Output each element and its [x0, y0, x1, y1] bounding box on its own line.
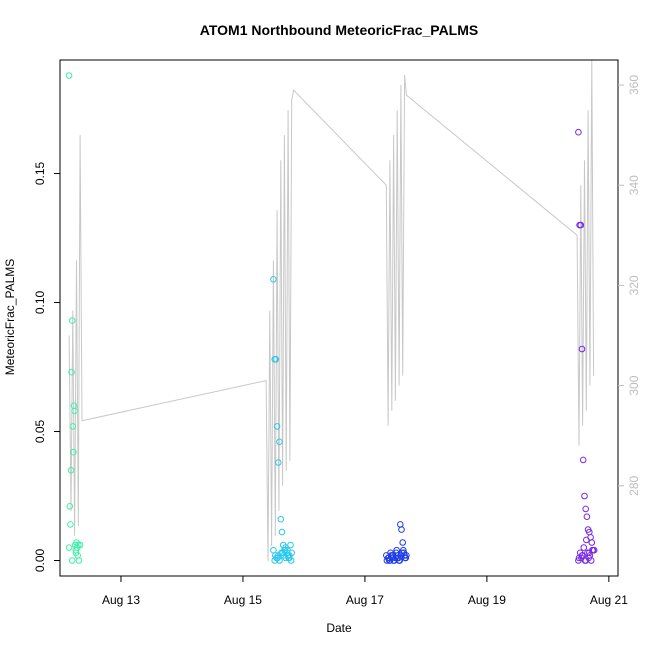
data-point-series-2 — [281, 546, 289, 554]
y-tick-label: 0.00 — [33, 548, 47, 572]
data-point-series-1 — [75, 541, 82, 549]
data-point-series-3 — [386, 557, 394, 564]
data-point-series-2 — [276, 438, 283, 446]
right-y-axis: 280 300 320 340 360 — [618, 75, 641, 496]
x-tick-label: Aug 13 — [102, 593, 140, 607]
right-y-tick-label: 360 — [627, 75, 641, 95]
data-point-series-2 — [278, 528, 286, 536]
right-y-tick-label: 280 — [627, 475, 641, 495]
data-point-series-1 — [65, 544, 73, 551]
right-y-tick-label: 340 — [627, 175, 641, 195]
data-point-series-2 — [270, 276, 277, 283]
y-tick-label: 0.15 — [33, 161, 47, 185]
data-point-series-4 — [578, 552, 586, 559]
data-point-series-1 — [76, 541, 84, 549]
data-point-series-1 — [68, 368, 75, 376]
data-point-series-4 — [583, 513, 591, 521]
data-point-series-1 — [66, 503, 74, 510]
data-point-series-2 — [287, 541, 294, 549]
data-point-series-2 — [275, 552, 282, 559]
data-point-series-4 — [586, 549, 593, 557]
data-point-series-1 — [70, 448, 77, 456]
data-point-series-3 — [397, 521, 404, 528]
data-point-series-3 — [396, 557, 404, 564]
y-axis: 0.00 0.05 0.10 0.15 — [33, 161, 60, 572]
data-point-series-4 — [583, 536, 590, 544]
right-axis-line-layer — [68, 59, 595, 562]
data-point-series-2 — [272, 356, 280, 363]
data-point-series-4 — [575, 128, 582, 136]
data-point-series-3 — [399, 539, 407, 546]
data-point-series-3 — [398, 526, 405, 533]
data-point-series-2 — [271, 557, 279, 564]
data-point-series-3 — [401, 552, 408, 559]
data-point-series-4 — [582, 505, 590, 513]
data-point-series-4 — [588, 539, 596, 546]
data-point-series-4 — [590, 546, 598, 554]
data-point-series-4 — [582, 557, 590, 564]
right-y-tick-label: 300 — [627, 375, 641, 395]
data-point-series-1 — [72, 549, 80, 557]
x-tick-label: Aug 15 — [224, 593, 262, 607]
x-tick-label: Aug 17 — [346, 593, 384, 607]
data-point-series-2 — [285, 554, 293, 562]
data-point-series-1 — [75, 557, 83, 564]
data-point-series-2 — [277, 515, 285, 523]
x-tick-label: Aug 19 — [468, 593, 506, 607]
data-point-series-4 — [580, 544, 588, 551]
x-tick-label: Aug 21 — [590, 593, 628, 607]
plot-frame — [59, 59, 619, 577]
data-point-series-1 — [65, 72, 73, 79]
y-tick-label: 0.05 — [33, 419, 47, 443]
x-axis-label: Date — [326, 621, 352, 635]
data-point-series-1 — [71, 407, 78, 415]
right-y-tick-label: 320 — [627, 275, 641, 295]
x-axis: Aug 13 Aug 15 Aug 17 Aug 19 Aug 21 — [102, 576, 628, 607]
data-point-series-4 — [577, 221, 585, 229]
right-axis-series-line — [68, 59, 595, 562]
data-point-series-1 — [67, 521, 74, 528]
chart-title: ATOM1 Northbound MeteoricFrac_PALMS — [200, 22, 478, 38]
data-point-series-2 — [273, 423, 281, 430]
data-point-series-1 — [68, 317, 76, 324]
data-point-series-4 — [579, 456, 587, 464]
y-axis-label: MeteoricFrac_PALMS — [3, 259, 17, 375]
data-point-series-2 — [275, 459, 282, 466]
data-point-series-1 — [69, 423, 77, 430]
data-point-series-1 — [67, 466, 75, 474]
data-point-series-4 — [578, 345, 586, 353]
data-point-series-4 — [581, 492, 588, 500]
y-tick-label: 0.10 — [33, 290, 47, 314]
data-point-series-1 — [68, 557, 76, 564]
scatter-points-layer — [65, 72, 598, 564]
